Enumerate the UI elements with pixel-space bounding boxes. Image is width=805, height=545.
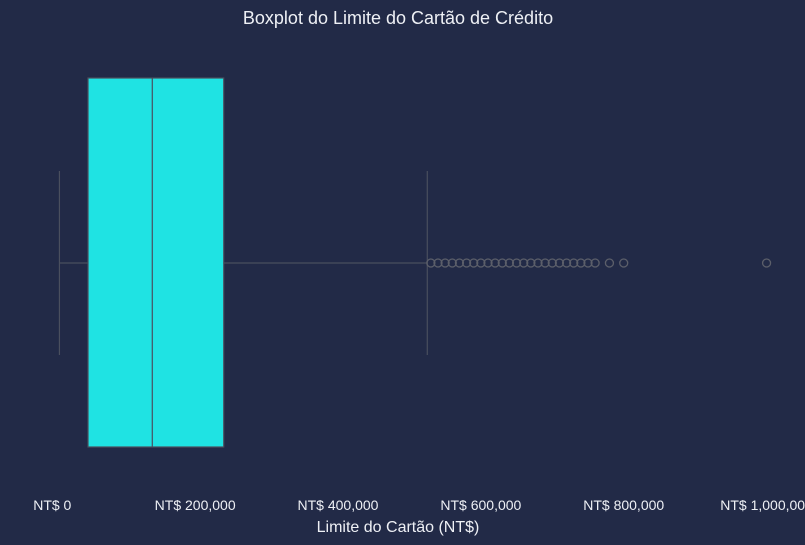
chart-title: Boxplot do Limite do Cartão de Crédito	[243, 8, 553, 28]
outlier-point	[619, 258, 629, 268]
outlier-point	[561, 258, 572, 268]
outlier-point	[761, 258, 772, 268]
outlier-point	[504, 258, 515, 268]
outlier-point	[469, 258, 479, 268]
outlier-point	[526, 258, 536, 268]
x-tick-label: NT$ 1,000,000	[720, 497, 805, 513]
outlier-point	[454, 258, 465, 268]
outlier-point	[583, 258, 593, 268]
outlier-point	[483, 258, 493, 268]
x-tick-label: NT$ 0	[33, 497, 71, 513]
plot-area	[58, 77, 772, 448]
outlier-point	[490, 258, 500, 268]
x-tick-label: NT$ 200,000	[155, 497, 236, 513]
outlier-point	[519, 258, 529, 268]
outlier-point	[461, 258, 472, 268]
outlier-point	[433, 258, 443, 268]
outlier-point	[533, 258, 543, 268]
outlier-point	[426, 258, 436, 268]
outlier-point	[497, 258, 507, 268]
outlier-point	[540, 258, 550, 268]
outlier-point	[476, 258, 486, 268]
x-tick-label: NT$ 400,000	[298, 497, 379, 513]
outlier-point	[590, 258, 600, 268]
x-tick-label: NT$ 600,000	[440, 497, 521, 513]
interquartile-box	[87, 77, 225, 448]
outlier-point	[554, 258, 565, 268]
x-axis-label: Limite do Cartão (NT$)	[317, 519, 480, 536]
x-tick-label: NT$ 800,000	[583, 497, 664, 513]
x-axis-ticks: NT$ 0 NT$ 200,000 NT$ 400,000 NT$ 600,000 NT…	[33, 497, 805, 513]
outlier-point	[440, 258, 450, 268]
outlier-point	[576, 258, 586, 268]
outlier-point	[569, 258, 579, 268]
outlier-point	[447, 258, 457, 268]
outlier-point	[604, 258, 615, 268]
outlier-point	[511, 258, 522, 268]
outlier-point	[547, 258, 557, 268]
